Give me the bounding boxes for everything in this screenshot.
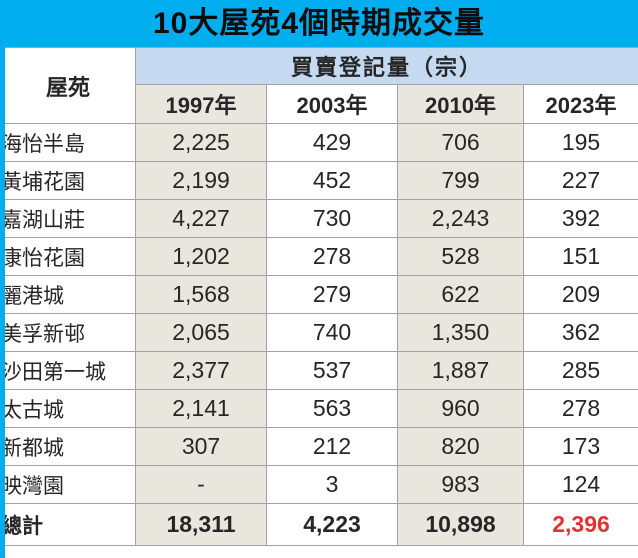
value-cell: 1,202 — [135, 237, 267, 276]
value-cell: 227 — [522, 161, 638, 200]
total-2023: 2,396 — [522, 503, 638, 546]
table-row: 麗港城 1,568 279 622 209 — [0, 275, 638, 314]
value-cell: 212 — [266, 427, 398, 466]
value-cell: 2,199 — [135, 161, 267, 200]
value-cell: 392 — [522, 199, 638, 238]
year-header-2010: 2010年 — [397, 84, 524, 124]
value-cell: 1,568 — [135, 275, 267, 314]
value-cell: 1,887 — [397, 351, 524, 390]
year-header-2023: 2023年 — [522, 84, 638, 124]
value-cell: 151 — [522, 237, 638, 276]
value-cell: 3 — [266, 465, 398, 504]
value-cell: 124 — [522, 465, 638, 504]
table-row: 新都城 307 212 820 173 — [0, 427, 638, 466]
value-cell: 1,350 — [397, 313, 524, 352]
value-cell: 563 — [266, 389, 398, 428]
value-cell: 2,141 — [135, 389, 267, 428]
total-row: 總計 18,311 4,223 10,898 2,396 — [0, 503, 638, 546]
value-cell: 706 — [397, 123, 524, 162]
value-cell: 278 — [266, 237, 398, 276]
table-row: 映灣園 -3 983 124 — [0, 465, 638, 504]
value-cell: 2,377 — [135, 351, 267, 390]
total-2010: 10,898 — [397, 503, 524, 546]
estate-name: 沙田第一城 — [0, 351, 136, 390]
value-cell: 960 — [397, 389, 524, 428]
value-cell: 820 — [397, 427, 524, 466]
year-header-1997: 1997年 — [135, 84, 267, 124]
estate-name: 嘉湖山莊 — [0, 199, 136, 238]
estate-name: 太古城 — [0, 389, 136, 428]
value-cell: 2,065 — [135, 313, 267, 352]
table-row: 嘉湖山莊 4,227 730 2,243 392 — [0, 199, 638, 238]
year-header-2003: 2003年 — [266, 84, 398, 124]
left-accent-strip — [0, 47, 5, 558]
value-cell: 362 — [522, 313, 638, 352]
value-cell: 452 — [266, 161, 398, 200]
value-cell: 537 — [266, 351, 398, 390]
value-cell: 429 — [266, 123, 398, 162]
value-cell: 307 — [135, 427, 267, 466]
value-cell: 622 — [397, 275, 524, 314]
year-header-row: 1997年 2003年 2010年 2023年 — [1, 84, 638, 124]
value-cell: 528 — [397, 237, 524, 276]
page-title: 10大屋苑4個時期成交量 — [152, 6, 486, 40]
registrations-group-header: 買賣登記量（宗） — [134, 47, 638, 85]
estate-name: 海怡半島 — [0, 123, 136, 162]
transactions-table: 屋苑 買賣登記量（宗） 1997年 2003年 2010年 2023年 海怡半島… — [0, 47, 638, 546]
value-cell: 799 — [397, 161, 524, 200]
total-2003: 4,223 — [266, 503, 398, 546]
estate-name: 美孚新邨 — [0, 313, 136, 352]
value-cell: 2,225 — [135, 123, 267, 162]
estate-column-header: 屋苑 — [0, 47, 136, 124]
value-cell: - — [135, 465, 267, 504]
table-row: 美孚新邨 2,065 740 1,350 362 — [0, 313, 638, 352]
value-cell: 209 — [522, 275, 638, 314]
table-row: 黃埔花園 2,199 452 799 227 — [0, 161, 638, 200]
group-header-row: 屋苑 買賣登記量（宗） — [0, 47, 638, 124]
title-bar: 10大屋苑4個時期成交量 — [0, 0, 638, 47]
value-cell: 740 — [266, 313, 398, 352]
value-cell: 173 — [522, 427, 638, 466]
table-row: 康怡花園 1,202 278 528 151 — [0, 237, 638, 276]
estate-name: 麗港城 — [0, 275, 136, 314]
value-cell: 730 — [266, 199, 398, 238]
total-1997: 18,311 — [135, 503, 267, 546]
value-cell: 278 — [522, 389, 638, 428]
estate-name: 新都城 — [0, 427, 136, 466]
value-cell: 195 — [522, 123, 638, 162]
estate-name: 映灣園 — [0, 465, 136, 504]
value-cell: 4,227 — [135, 199, 267, 238]
estate-name: 康怡花園 — [0, 237, 136, 276]
estate-name: 黃埔花園 — [0, 161, 136, 200]
value-cell: 2,243 — [397, 199, 524, 238]
table-row: 海怡半島 2,225 429 706 195 — [0, 123, 638, 162]
value-cell: 285 — [522, 351, 638, 390]
total-label: 總計 — [0, 503, 136, 546]
table-row: 沙田第一城 2,377 537 1,887 285 — [0, 351, 638, 390]
value-cell: 279 — [266, 275, 398, 314]
value-cell: 983 — [397, 465, 524, 504]
table-row: 太古城 2,141 563 960 278 — [0, 389, 638, 428]
